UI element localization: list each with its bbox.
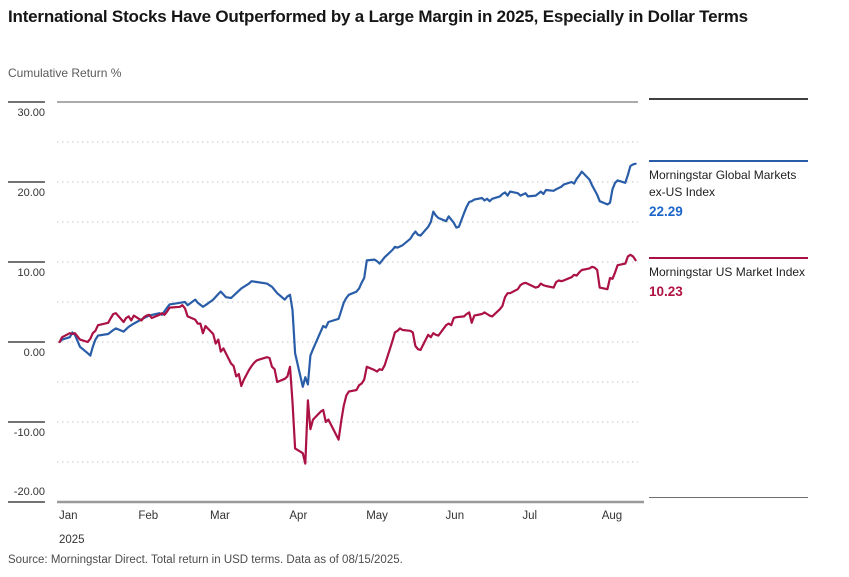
y-tick-label-30: 30.00	[17, 107, 45, 119]
y-tick-label--20: -20.00	[14, 486, 45, 498]
y-tick-label-10: 10.00	[17, 267, 45, 279]
global-ex-us-value: 22.29	[649, 204, 683, 219]
legend-bottom-rule	[649, 497, 808, 498]
source-note: Source: Morningstar Direct. Total return…	[8, 554, 403, 566]
us-market-value: 10.23	[649, 284, 683, 299]
legend-top-rule	[649, 98, 808, 100]
global-ex-us-label: Morningstar Global Markets ex-US Index	[649, 168, 797, 199]
legend-item-global-ex-us: Morningstar Global Markets ex-US Index 2…	[649, 160, 811, 219]
us-market-line-series	[58, 253, 637, 465]
x-tick-label-jan: Jan	[59, 510, 78, 522]
x-tick-label-jul: Jul	[522, 510, 537, 522]
us-market-color-line	[649, 257, 808, 259]
chart-title: International Stocks Have Outperformed b…	[8, 7, 748, 26]
y-tick-label--10: -10.00	[14, 427, 45, 439]
x-tick-label-feb: Feb	[138, 510, 158, 522]
y-tick-label-0: 0.00	[24, 347, 45, 359]
y-tick-label-20: 20.00	[17, 187, 45, 199]
y-axis-unit-label: Cumulative Return %	[8, 66, 122, 80]
x-tick-label-jun: Jun	[446, 510, 465, 522]
us-market-label: Morningstar US Market Index	[649, 265, 806, 279]
x-tick-label-aug: Aug	[602, 510, 622, 522]
global-ex-us-line-series	[58, 162, 637, 388]
x-tick-label-may: May	[366, 510, 388, 522]
global-ex-us-color-line	[649, 160, 808, 162]
x-tick-label-mar: Mar	[210, 510, 230, 522]
legend-item-us-market: Morningstar US Market Index 10.23	[649, 257, 811, 299]
x-tick-label-apr: Apr	[289, 510, 307, 522]
x-axis-year-label: 2025	[59, 534, 85, 546]
